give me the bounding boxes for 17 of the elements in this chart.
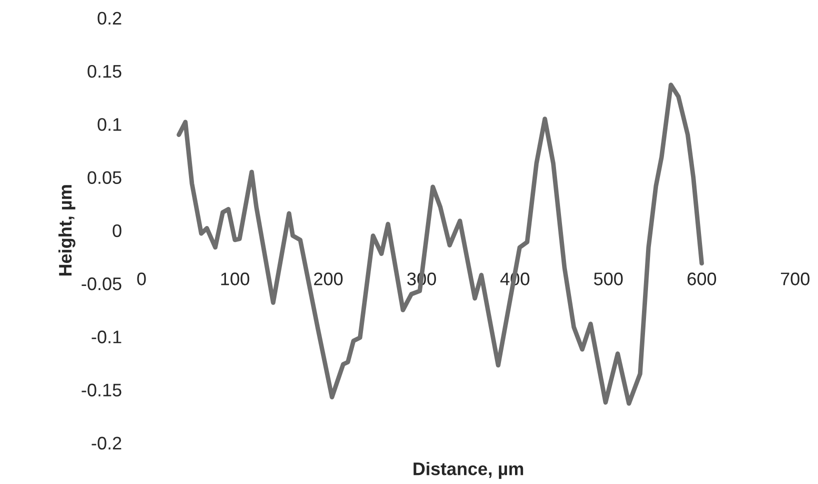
x-tick-label: 100 <box>221 272 250 286</box>
y-axis-title: Height, µm <box>58 185 76 276</box>
x-tick-label: 500 <box>594 272 623 286</box>
x-tick-label: 200 <box>314 272 343 286</box>
y-tick-label: -0.15 <box>82 384 122 396</box>
y-tick-label: 0.2 <box>98 12 122 25</box>
y-tick-label: 0.1 <box>98 118 122 131</box>
y-tick-label: -0.05 <box>82 277 122 290</box>
y-tick-label: -0.1 <box>92 330 122 344</box>
x-axis-title: Distance, µm <box>414 462 524 479</box>
y-tick-label: 0.05 <box>88 171 122 184</box>
y-tick-label: 0.15 <box>88 64 122 78</box>
y-tick-label: 0 <box>112 224 122 238</box>
x-tick-label: 0 <box>137 272 146 286</box>
x-tick-label: 600 <box>688 272 716 286</box>
y-tick-label: -0.2 <box>92 436 122 450</box>
x-tick-label: 700 <box>780 272 810 286</box>
